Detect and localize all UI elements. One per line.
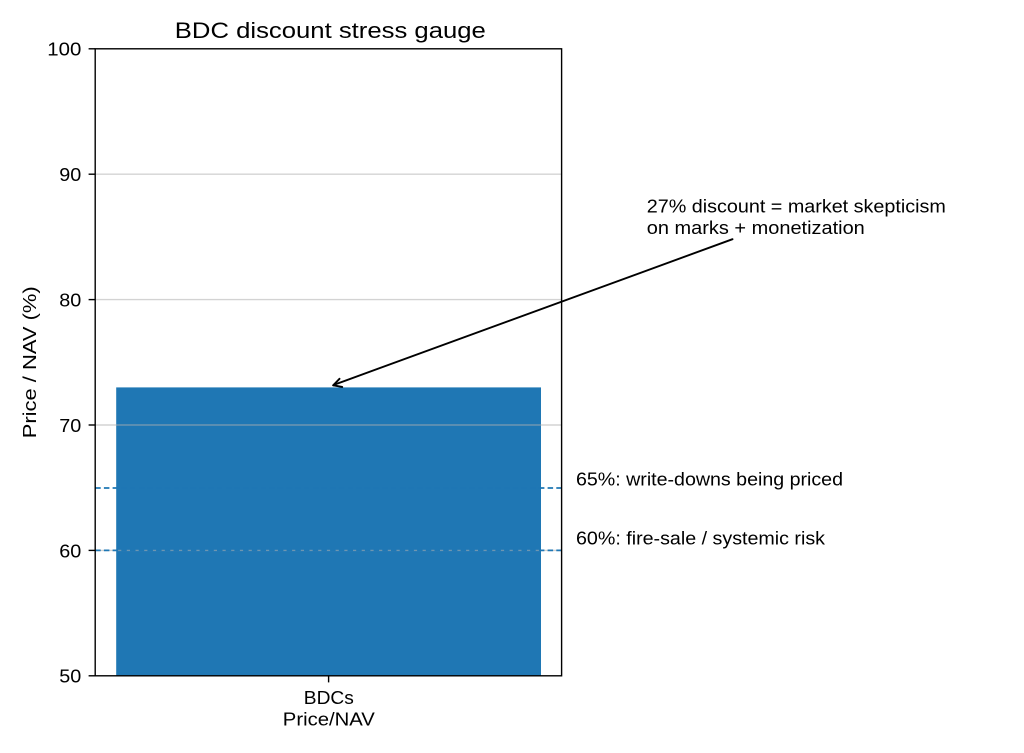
svg-text:BDCs: BDCs (304, 687, 354, 708)
svg-text:BDC discount stress gauge: BDC discount stress gauge (175, 18, 486, 43)
svg-text:50: 50 (59, 666, 81, 687)
svg-text:80: 80 (59, 290, 81, 311)
svg-text:65%: write-downs being priced: 65%: write-downs being priced (576, 469, 843, 490)
svg-text:27% discount = market skeptici: 27% discount = market skepticism (647, 196, 946, 217)
svg-text:on marks + monetization: on marks + monetization (647, 217, 865, 238)
svg-text:70: 70 (59, 415, 81, 436)
svg-text:60%: fire-sale / systemic risk: 60%: fire-sale / systemic risk (576, 528, 826, 549)
svg-text:Price/NAV: Price/NAV (283, 708, 376, 729)
svg-text:90: 90 (59, 164, 81, 185)
svg-text:100: 100 (47, 39, 81, 60)
svg-text:Price / NAV (%): Price / NAV (%) (19, 286, 40, 438)
svg-text:60: 60 (59, 540, 81, 561)
